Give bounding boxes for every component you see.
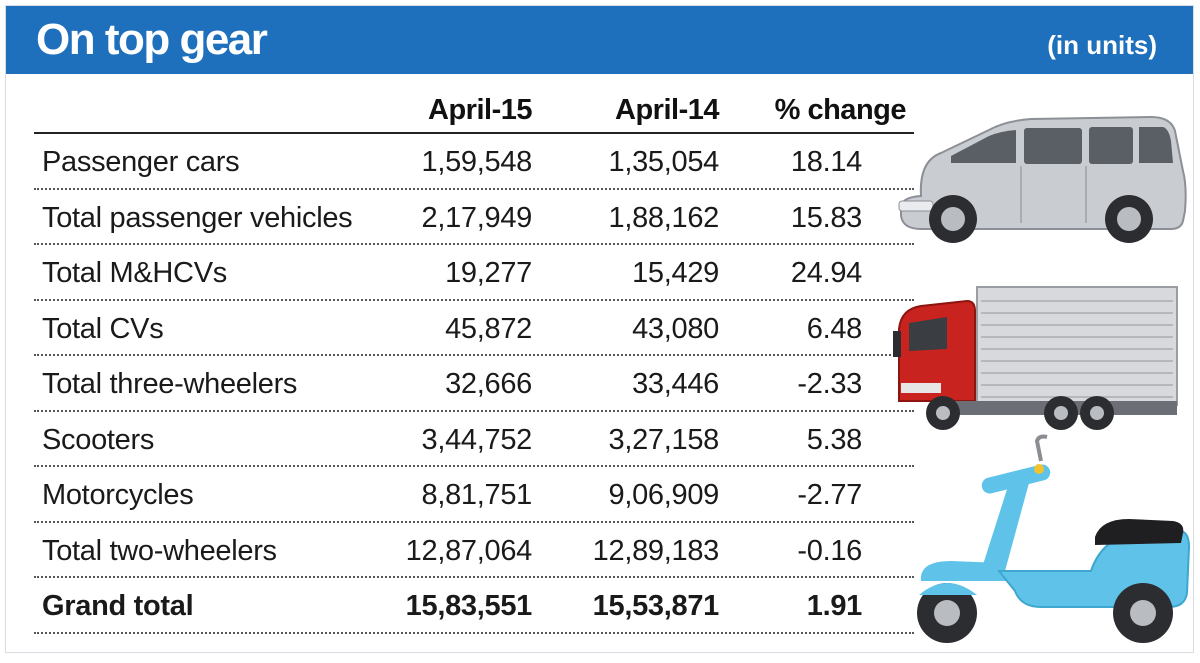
table-row: Total M&HCVs 19,277 15,429 24.94	[34, 245, 914, 301]
table-row: Total two-wheelers 12,87,064 12,89,183 -0.1…	[34, 523, 914, 578]
value-april-14: 9,06,909	[608, 479, 720, 511]
value-april-15: 8,81,751	[421, 479, 533, 511]
data-table: April-15 April-14 % change Passenger car…	[34, 86, 914, 634]
value-april-15: 2,17,949	[421, 201, 533, 234]
row-label: Total three-wheelers	[42, 368, 298, 400]
column-header-change: % change	[774, 94, 907, 126]
table-row: Total CVs 45,872 43,080 6.48	[34, 301, 914, 356]
row-label: Total passenger vehicles	[42, 201, 353, 234]
value-change: -2.33	[797, 368, 862, 400]
value-april-14: 15,429	[632, 257, 719, 289]
value-change: -0.16	[797, 534, 862, 567]
value-april-14: 43,080	[632, 312, 719, 345]
value-april-14: 1,35,054	[608, 146, 720, 178]
title-banner: On top gear (in units)	[6, 6, 1193, 74]
value-april-15: 3,44,752	[421, 423, 533, 456]
row-label: Grand total	[42, 590, 194, 622]
table-row: Total passenger vehicles 2,17,949 1,88,162…	[34, 190, 914, 245]
value-april-14: 3,27,158	[608, 423, 720, 456]
value-change: 6.48	[806, 312, 863, 345]
row-label: Total M&HCVs	[42, 257, 227, 289]
row-label: Total two-wheelers	[42, 534, 277, 567]
value-april-14: 33,446	[632, 368, 719, 400]
value-april-14: 1,88,162	[608, 201, 720, 234]
value-april-15: 45,872	[445, 312, 532, 345]
truck-icon	[893, 286, 1178, 430]
table-row: Motorcycles 8,81,751 9,06,909 -2.77	[34, 467, 914, 523]
value-change: 15.83	[790, 201, 862, 234]
table-body: Passenger cars 1,59,548 1,35,054 18.14 Total…	[34, 134, 914, 634]
row-label: Total CVs	[42, 312, 164, 345]
vehicle-illustrations	[893, 115, 1191, 643]
row-label: Motorcycles	[42, 479, 194, 511]
value-april-14: 15,53,871	[592, 590, 720, 622]
value-april-15: 12,87,064	[405, 534, 533, 567]
table-row: Passenger cars 1,59,548 1,35,054 18.14	[34, 134, 914, 190]
row-label: Scooters	[42, 423, 155, 456]
value-change: -2.77	[797, 479, 862, 511]
value-april-14: 12,89,183	[592, 534, 720, 567]
value-april-15: 19,277	[445, 257, 532, 289]
value-change: 18.14	[790, 146, 862, 178]
column-header-april-14: April-14	[615, 94, 719, 126]
value-change: 24.94	[790, 257, 862, 289]
value-april-15: 32,666	[445, 368, 532, 400]
value-change: 5.38	[806, 423, 863, 456]
table-row: Scooters 3,44,752 3,27,158 5.38	[34, 412, 914, 467]
value-april-15: 1,59,548	[421, 146, 533, 178]
scooter-icon	[917, 434, 1191, 643]
table-row: Grand total 15,83,551 15,53,871 1.91	[34, 578, 914, 634]
chart-title: On top gear	[36, 15, 268, 64]
van-icon	[898, 115, 1187, 243]
row-label: Passenger cars	[42, 146, 240, 178]
column-header-april-15: April-15	[428, 94, 532, 126]
table-header-row: April-15 April-14 % change	[34, 86, 914, 134]
table-row: Total three-wheelers 32,666 33,446 -2.33	[34, 356, 914, 412]
infographic-frame: On top gear (in units) April-15 April-14…	[5, 5, 1194, 653]
value-april-15: 15,83,551	[405, 590, 533, 622]
unit-label: (in units)	[1047, 30, 1157, 60]
value-change: 1.91	[806, 590, 863, 622]
